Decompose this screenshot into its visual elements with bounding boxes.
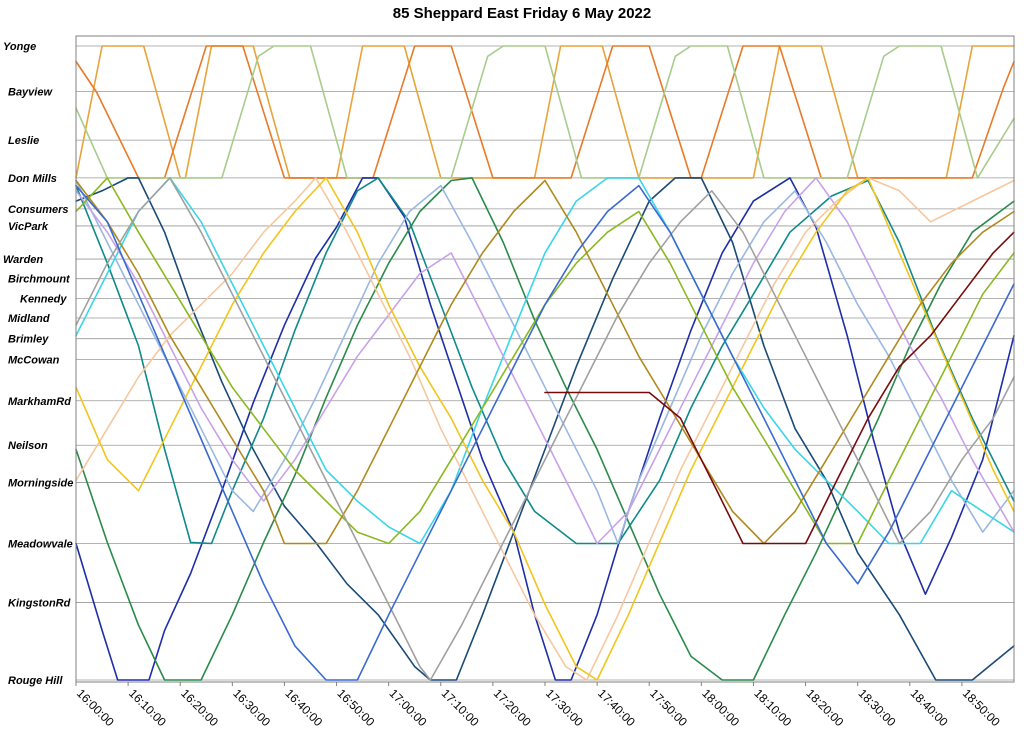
trip-line-5 bbox=[75, 177, 1015, 681]
trip-line-13 bbox=[75, 177, 1015, 545]
stop-label-neilson: Neilson bbox=[8, 440, 48, 452]
trip-line-14 bbox=[75, 179, 1015, 545]
stop-label-birchmount: Birchmount bbox=[8, 274, 71, 286]
trip-line-8 bbox=[75, 179, 1015, 545]
x-tick-label: 18:00:00 bbox=[699, 686, 742, 729]
trip-line-16 bbox=[544, 231, 1015, 545]
stop-label-midland: Midland bbox=[8, 313, 50, 325]
stop-label-rouge-hill: Rouge Hill bbox=[8, 675, 63, 687]
trip-line-7 bbox=[75, 177, 1015, 681]
trip-line-17 bbox=[75, 184, 1015, 681]
x-tick-label: 18:30:00 bbox=[856, 686, 899, 729]
trip-line-3 bbox=[75, 45, 1015, 179]
x-tick-label: 18:10:00 bbox=[751, 686, 794, 729]
x-tick-label: 17:30:00 bbox=[543, 686, 586, 729]
x-tick-label: 18:50:00 bbox=[960, 686, 1003, 729]
x-tick-label: 16:00:00 bbox=[74, 686, 117, 729]
stop-label-consumers: Consumers bbox=[8, 204, 69, 216]
stop-label-mccowan: McCowan bbox=[8, 354, 60, 366]
x-tick-label: 17:00:00 bbox=[387, 686, 430, 729]
x-tick-label: 16:40:00 bbox=[282, 686, 325, 729]
trip-line-2 bbox=[75, 45, 1015, 179]
stop-label-meadowvale: Meadowvale bbox=[8, 538, 73, 550]
stop-label-brimley: Brimley bbox=[8, 334, 49, 346]
trip-line-11 bbox=[75, 177, 1015, 681]
x-tick-label: 17:40:00 bbox=[595, 686, 638, 729]
stop-label-yonge: Yonge bbox=[3, 41, 36, 53]
trip-line-1 bbox=[75, 45, 1015, 179]
stop-label-don-mills: Don Mills bbox=[8, 173, 57, 185]
x-tick-label: 16:10:00 bbox=[126, 686, 169, 729]
stop-label-bayview: Bayview bbox=[8, 87, 53, 99]
trip-lines bbox=[75, 45, 1015, 681]
trip-line-6 bbox=[75, 177, 1015, 545]
stop-label-warden: Warden bbox=[3, 254, 43, 266]
x-tick-label: 16:20:00 bbox=[178, 686, 221, 729]
stop-label-vicpark: VicPark bbox=[8, 221, 49, 233]
stop-gridlines bbox=[76, 45, 1014, 681]
x-tick-label: 18:20:00 bbox=[803, 686, 846, 729]
stop-labels: Yonge Bayview Leslie Don Mills Consumers VicP… bbox=[3, 41, 73, 687]
trip-line-15 bbox=[75, 177, 1015, 681]
x-tick-label: 18:40:00 bbox=[908, 686, 951, 729]
stop-label-markhamrd: MarkhamRd bbox=[8, 396, 71, 408]
stop-label-kennedy: Kennedy bbox=[20, 293, 67, 305]
x-tick-label: 17:50:00 bbox=[647, 686, 690, 729]
time-tick-labels: 16:00:00 16:10:00 16:20:00 16:30:00 16:40:00… bbox=[74, 682, 1003, 729]
x-tick-label: 17:10:00 bbox=[439, 686, 482, 729]
trip-line-12 bbox=[75, 177, 1015, 681]
trip-line-4 bbox=[75, 177, 1015, 681]
x-tick-label: 17:20:00 bbox=[491, 686, 534, 729]
plot-frame bbox=[75, 35, 1015, 683]
stop-label-morningside: Morningside bbox=[8, 477, 73, 489]
stop-label-kingstonrd: KingstonRd bbox=[8, 597, 71, 609]
x-tick-label: 16:30:00 bbox=[230, 686, 273, 729]
chart-title: 85 Sheppard East Friday 6 May 2022 bbox=[393, 5, 651, 22]
trip-line-10 bbox=[75, 177, 1015, 545]
trip-line-9 bbox=[75, 177, 1015, 545]
stop-label-leslie: Leslie bbox=[8, 135, 39, 147]
x-tick-label: 16:50:00 bbox=[334, 686, 377, 729]
